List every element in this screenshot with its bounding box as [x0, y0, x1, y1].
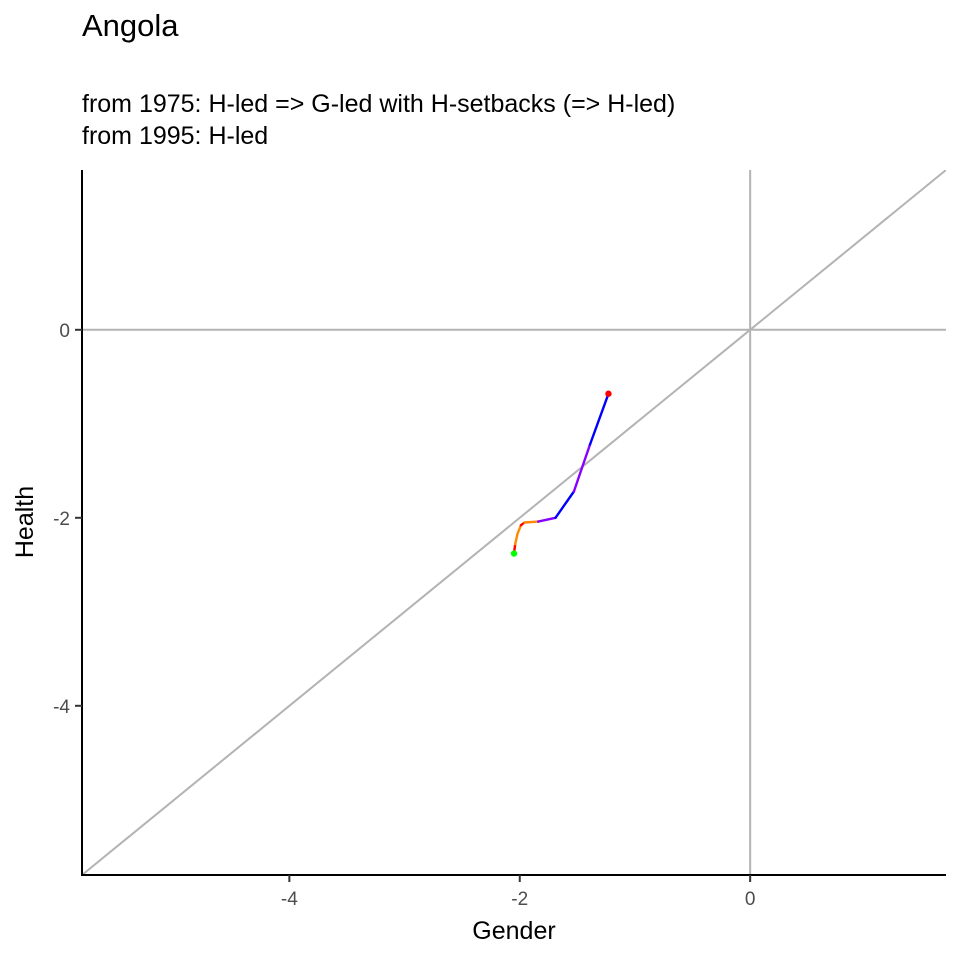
x-tick-label: -4 [281, 889, 298, 910]
path-segment-5 [537, 516, 557, 523]
y-axis-title: Health [11, 486, 39, 558]
axes: -4 -2 0 0 -2 -4 [53, 170, 946, 910]
data-path [510, 390, 612, 557]
chart-subtitle-line-1: from 1975: H-led => G-led with H-setback… [82, 90, 676, 118]
chart-subtitle-line-2: from 1995: H-led [82, 122, 269, 150]
y-tick-label: -4 [53, 697, 70, 718]
y-tick-label: 0 [59, 321, 70, 342]
x-tick-label: -2 [511, 889, 528, 910]
y-tick-label: -2 [53, 509, 70, 530]
path-segment-7 [572, 443, 592, 493]
path-segment-2 [514, 524, 523, 546]
x-axis-title: Gender [472, 917, 555, 945]
x-tick-label: 0 [745, 889, 756, 910]
reference-line-diagonal [82, 170, 946, 875]
path-segment-8 [588, 392, 610, 446]
path-segment-6 [554, 490, 576, 519]
path-segment-4 [523, 520, 540, 524]
end-point [605, 390, 612, 397]
chart-title: Angola [82, 8, 179, 43]
start-point [510, 550, 518, 557]
reference-lines [82, 170, 946, 875]
